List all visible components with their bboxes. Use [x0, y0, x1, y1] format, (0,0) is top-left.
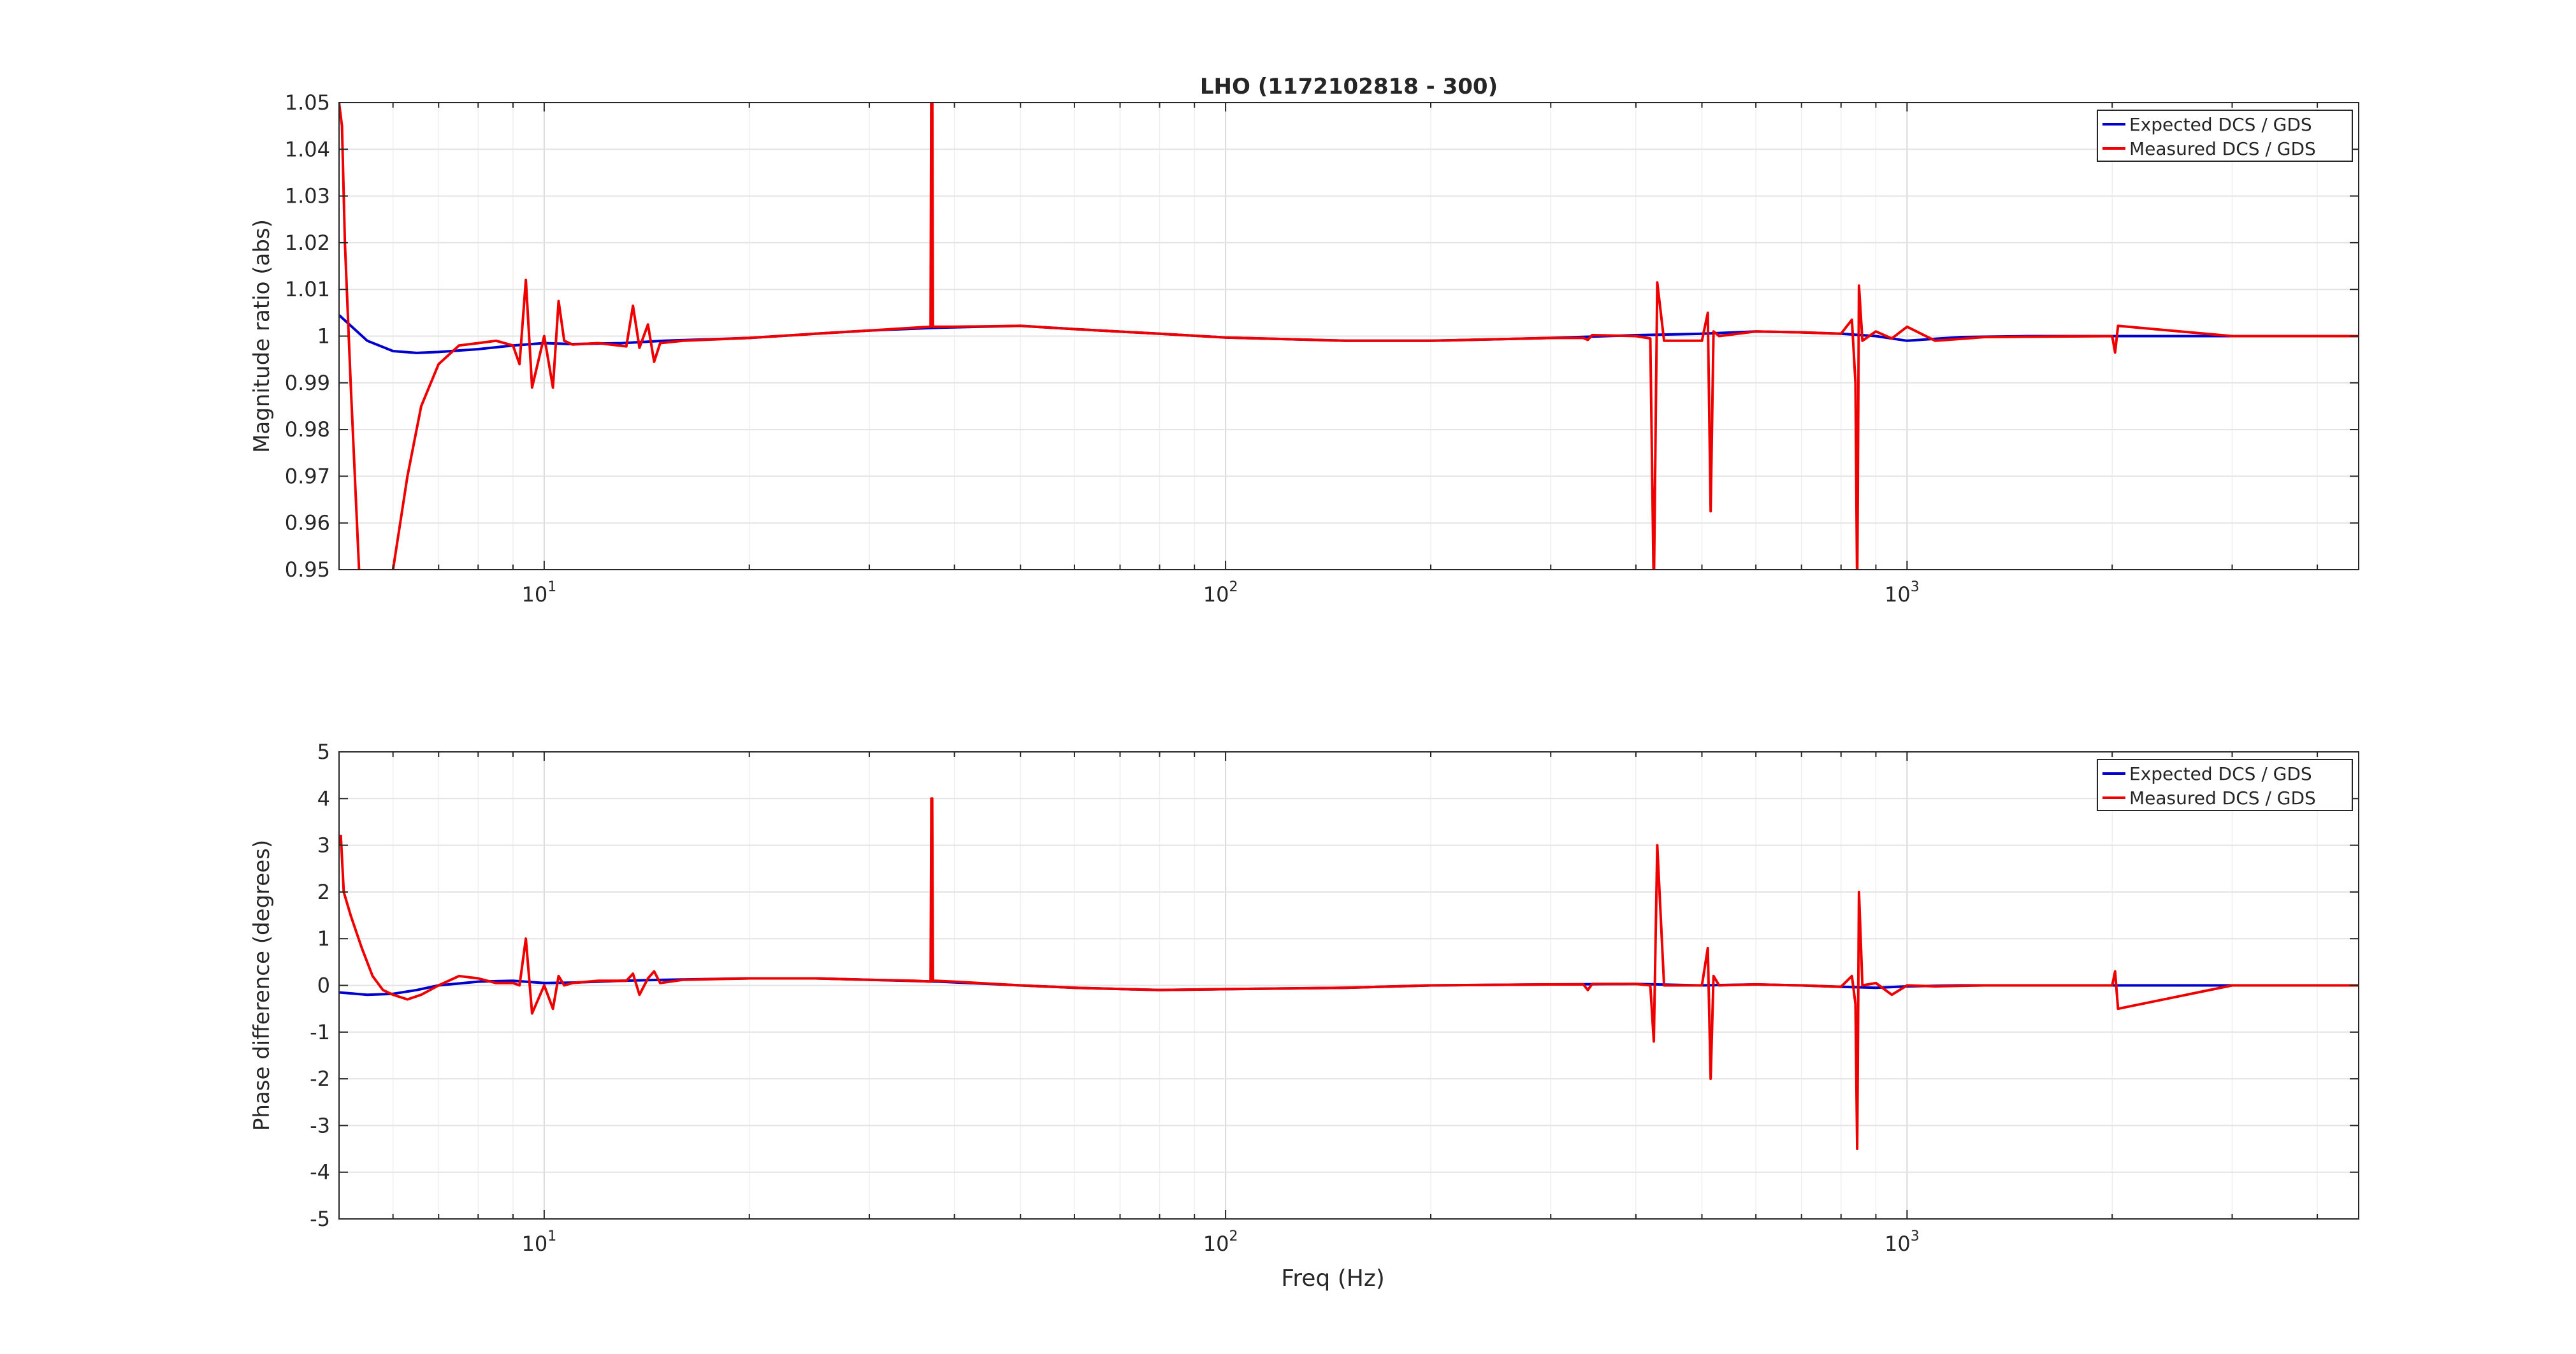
magnitude-plot-lines [339, 103, 2359, 570]
phase-panel: -5 -4 -3 -2 -1 0 1 2 3 4 5 101 102 103 Phase differen… [249, 740, 2359, 1292]
y-tick-label: 0.95 [285, 558, 330, 582]
y-tick-label: 3 [317, 833, 330, 858]
phase-y-axis-label: Phase difference (degrees) [249, 840, 275, 1131]
magnitude-ticks: 0.95 0.96 0.97 0.98 0.99 1 1.01 1.02 1.03 1.04 1.0… [285, 90, 2359, 607]
y-tick-label: 0 [317, 974, 330, 998]
phase-legend: Expected DCS / GDS Measured DCS / GDS [2097, 759, 2353, 811]
y-tick-label: -3 [310, 1113, 330, 1137]
phase-legend-box [2097, 759, 2353, 811]
y-tick-label: 0.97 [285, 464, 330, 488]
x-axis-label: Freq (Hz) [1281, 1265, 1385, 1292]
phase-plot-lines [339, 797, 2359, 1150]
magnitude-legend: Expected DCS / GDS Measured DCS / GDS [2097, 110, 2353, 162]
y-tick-label: 1 [317, 324, 330, 349]
y-tick-label: 1.05 [285, 90, 330, 115]
y-tick-label: -1 [310, 1020, 330, 1044]
y-tick-label: 2 [317, 880, 330, 904]
magnitude-legend-box [2097, 110, 2353, 162]
magnitude-y-axis-label: Magnitude ratio (abs) [249, 219, 275, 453]
x-tick-label: 101 [522, 1228, 557, 1256]
y-tick-label: -2 [310, 1067, 330, 1091]
y-tick-label: 1.02 [285, 231, 330, 255]
x-tick-label: 103 [1885, 1228, 1920, 1256]
x-tick-label: 101 [522, 579, 557, 607]
y-tick-label: 1.01 [285, 277, 330, 301]
measured-series-line [339, 797, 2359, 1150]
y-tick-label: -5 [310, 1207, 330, 1231]
y-tick-label: 0.96 [285, 511, 330, 535]
x-tick-label: 103 [1885, 579, 1920, 607]
y-tick-label: 4 [317, 786, 330, 810]
magnitude-panel: 0.95 0.96 0.97 0.98 0.99 1 1.01 1.02 1.03 1.04 1.0… [249, 74, 2359, 607]
legend-expected-label: Expected DCS / GDS [2129, 763, 2312, 784]
legend-measured-label: Measured DCS / GDS [2129, 788, 2316, 809]
y-tick-label: 0.99 [285, 371, 330, 395]
x-tick-label: 102 [1203, 579, 1238, 607]
y-tick-label: 5 [317, 740, 330, 764]
chart-title: LHO (1172102818 - 300) [1200, 74, 1498, 99]
legend-measured-label: Measured DCS / GDS [2129, 138, 2316, 159]
y-tick-label: 0.98 [285, 417, 330, 442]
y-tick-label: 1.04 [285, 137, 330, 161]
y-tick-label: 1.03 [285, 184, 330, 208]
y-tick-label: 1 [317, 926, 330, 951]
x-tick-label: 102 [1203, 1228, 1238, 1256]
measured-series-line [339, 103, 2359, 570]
phase-ticks: -5 -4 -3 -2 -1 0 1 2 3 4 5 101 102 103 [310, 740, 2359, 1256]
legend-expected-label: Expected DCS / GDS [2129, 114, 2312, 135]
y-tick-label: -4 [310, 1160, 330, 1185]
